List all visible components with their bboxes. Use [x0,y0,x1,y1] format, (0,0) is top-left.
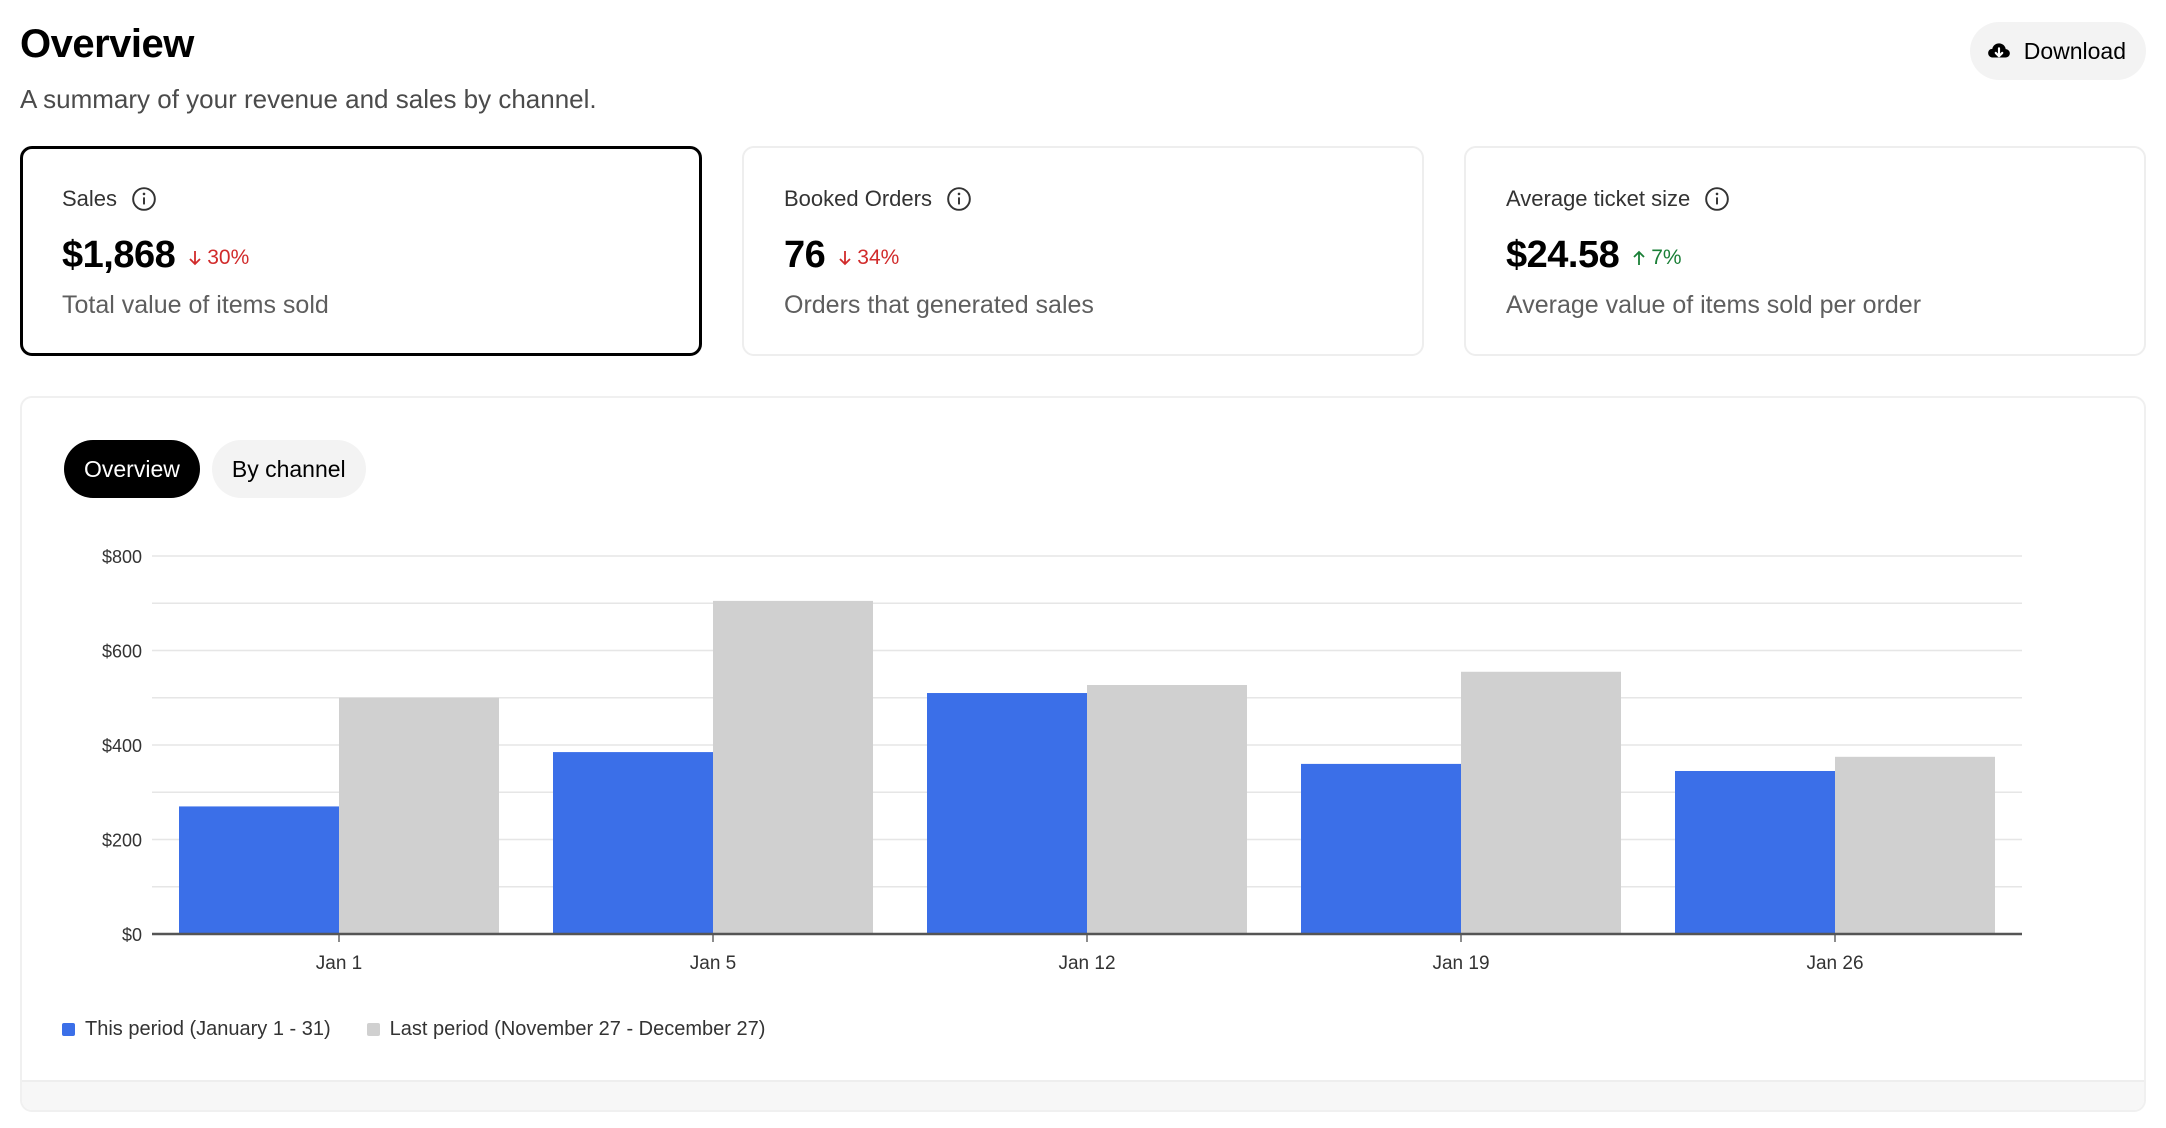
card-description: Orders that generated sales [784,291,1094,319]
delta-value: 7% [1651,246,1682,269]
bar-last-period [713,600,873,934]
page-title: Overview [20,22,194,66]
chart-panel: Overview By channel $0 $200 $400 $600 $800 Ja… [20,396,2146,1112]
bar-this-period [927,693,1087,934]
arrow-up-icon [1633,250,1645,265]
x-tick-label: Jan 26 [1806,953,1863,974]
metric-value: $1,868 [62,234,176,276]
bar-this-period [553,752,713,934]
download-label: Download [2023,37,2126,64]
x-tick-label: Jan 5 [690,953,736,974]
bar-this-period [1675,770,1835,934]
arrow-down-icon [839,251,851,266]
info-icon[interactable] [131,186,157,212]
delta-badge: 34% [837,246,899,270]
panel-footer [22,1080,2144,1110]
chart-legend: This period (January 1 - 31) Last period… [62,1018,765,1041]
legend-swatch [62,1023,75,1036]
delta-value: 30% [207,246,250,269]
average-ticket-card[interactable]: Average ticket size $24.58 7% Average va… [1464,146,2146,356]
delta-badge: 7% [1631,246,1682,270]
y-tick-label: $200 [102,831,142,851]
tab-by-channel[interactable]: By channel [211,440,366,498]
view-tabs: Overview By channel [64,440,366,498]
arrow-down-icon [189,251,201,266]
x-tick-label: Jan 12 [1058,953,1115,974]
legend-swatch [366,1023,380,1036]
y-tick-label: $600 [102,642,142,662]
bar-this-period [179,806,339,934]
info-icon[interactable] [946,186,972,212]
y-tick-label: $0 [122,925,142,945]
sales-card[interactable]: Sales $1,868 30% Total value of items so… [20,146,702,356]
bar-this-period [1301,763,1461,934]
x-tick-label: Jan 1 [316,953,362,974]
card-description: Average value of items sold per order [1506,291,1922,319]
bar-last-period [1835,756,1995,934]
legend-item-last-period[interactable]: Last period (November 27 - December 27) [366,1018,766,1041]
card-label: Sales [62,186,118,211]
cloud-download-icon [1987,43,2010,58]
card-description: Total value of items sold [62,291,329,319]
download-button[interactable]: Download [1969,22,2146,80]
sales-bar-chart: $0 $200 $400 $600 $800 Jan 1 Jan 5 Jan 12 Jan 19… [102,547,2022,974]
bar-last-period [1087,684,1247,934]
info-icon[interactable] [1704,186,1730,212]
page-subtitle: A summary of your revenue and sales by c… [20,84,597,114]
card-label: Average ticket size [1506,186,1691,211]
booked-orders-card[interactable]: Booked Orders 76 34% Orders that generat… [742,146,1424,356]
y-tick-label: $800 [102,547,142,567]
legend-label: Last period (November 27 - December 27) [389,1018,766,1040]
x-tick-label: Jan 19 [1432,953,1489,974]
bar-last-period [339,697,499,934]
metric-value: 76 [784,234,826,276]
card-label: Booked Orders [784,186,932,211]
legend-label: This period (January 1 - 31) [85,1018,331,1040]
bar-last-period [1461,671,1621,934]
delta-badge: 30% [187,246,249,270]
legend-item-this-period[interactable]: This period (January 1 - 31) [62,1018,331,1041]
metric-value: $24.58 [1506,234,1620,276]
y-tick-label: $400 [102,736,142,756]
delta-value: 34% [857,246,900,269]
tab-overview[interactable]: Overview [64,440,200,498]
